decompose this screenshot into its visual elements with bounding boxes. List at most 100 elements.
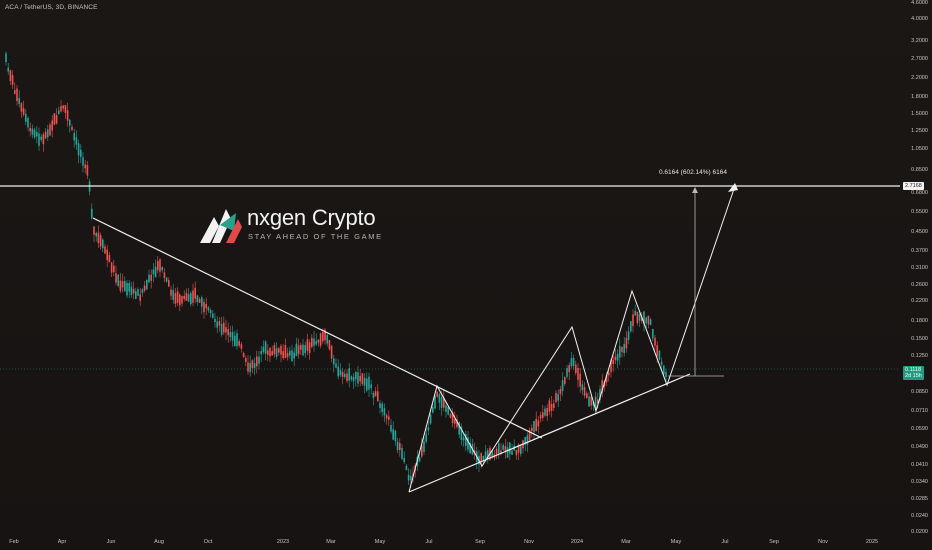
price-tick: 0.3100: [911, 265, 928, 271]
candle-body: [183, 295, 185, 299]
candle-body: [14, 90, 16, 94]
candle-body: [583, 387, 586, 396]
candle-body: [418, 457, 421, 462]
candle-body: [302, 344, 304, 356]
candle-body: [495, 448, 498, 455]
price-tick: 0.0490: [911, 444, 928, 450]
current-price-value: 0.1118: [905, 367, 922, 373]
candle-body: [317, 339, 320, 343]
price-tick: 0.2600: [911, 282, 928, 288]
target-price-tag[interactable]: 2.7168: [903, 182, 924, 190]
time-tick: 2023: [276, 539, 290, 545]
candle-body: [154, 266, 157, 278]
candle-body: [49, 124, 51, 136]
candle-body: [517, 444, 520, 453]
time-axis[interactable]: Feb Apr Jun Aug Oct 2023 Mar May Jul Sep…: [0, 538, 900, 550]
price-tick: 0.0340: [911, 479, 928, 485]
candle-body: [605, 374, 608, 383]
candle-body: [62, 105, 64, 109]
candle-body: [119, 280, 122, 291]
candle-body: [179, 294, 181, 306]
candle-body: [348, 368, 350, 381]
candle-body: [381, 403, 383, 413]
candle-body: [610, 359, 612, 372]
candle-body: [434, 395, 436, 409]
price-axis[interactable]: 4.6000 4.0000 3.2000 2.7000 2.2000 1.800…: [900, 0, 932, 538]
candle-body: [218, 321, 221, 326]
candle-body: [460, 427, 463, 440]
candle-body: [394, 430, 397, 442]
measure-arrowhead: [692, 187, 698, 193]
candle-body: [163, 272, 166, 279]
candle-body: [273, 344, 276, 355]
time-tick: 2025: [865, 539, 879, 545]
candle-body: [258, 356, 260, 364]
candle-body: [579, 373, 581, 387]
candle-body: [29, 127, 31, 132]
candle-body: [58, 110, 60, 115]
candle-body: [592, 402, 595, 406]
candle-body: [568, 365, 570, 373]
candle-body: [91, 208, 93, 219]
candle-body: [77, 143, 80, 156]
candle-body: [564, 377, 566, 384]
candle-body: [619, 346, 621, 358]
candle-body: [73, 133, 75, 141]
candle-body: [9, 70, 12, 82]
current-price-tag[interactable]: 0.1118 2d 15h: [903, 366, 924, 380]
candle-body: [487, 450, 489, 460]
candle-body: [361, 373, 364, 384]
candle-body: [47, 129, 49, 138]
candle-body: [440, 397, 443, 408]
candle-body: [289, 350, 291, 356]
candle-body: [161, 267, 163, 271]
candle-body: [247, 362, 249, 372]
candle-body: [216, 321, 218, 328]
price-tick: 0.0850: [911, 389, 928, 395]
candle-body: [542, 412, 544, 418]
projection-arrowhead: [728, 183, 738, 192]
candle-body: [350, 376, 353, 380]
candle-body: [33, 129, 36, 138]
candle-body: [132, 288, 135, 294]
candle-body: [405, 465, 408, 471]
ascending-trendline[interactable]: [408, 373, 691, 493]
candle-body: [533, 421, 535, 433]
price-tick: 0.4500: [911, 229, 928, 235]
candle-body: [346, 373, 348, 382]
nxgen-logo-mark: [200, 209, 242, 243]
candle-body: [423, 441, 425, 453]
candle-body: [590, 396, 592, 406]
candle-body: [546, 408, 548, 416]
candle-body: [165, 277, 168, 282]
symbol-title[interactable]: ACA / TetherUS, 3D, BINANCE: [5, 4, 98, 11]
candle-body: [632, 314, 634, 327]
candle-body: [337, 366, 339, 377]
logo-tagline: STAY AHEAD OF THE GAME: [248, 232, 383, 241]
candle-body: [20, 103, 23, 112]
candle-body: [557, 394, 559, 401]
candle-body: [150, 274, 152, 281]
candle-body: [36, 132, 38, 137]
candle-body: [137, 289, 139, 296]
candle-body: [467, 437, 469, 450]
candle-body: [148, 274, 150, 283]
candle-body: [535, 418, 537, 432]
price-tick: 0.0410: [911, 462, 928, 468]
candle-body: [25, 114, 27, 122]
candle-body: [185, 292, 188, 301]
candle-body: [465, 434, 467, 447]
candle-body: [447, 406, 449, 415]
candle-body: [652, 329, 654, 339]
candle-body: [64, 105, 67, 113]
candle-body: [357, 372, 359, 384]
candle-body: [192, 290, 194, 303]
candle-body: [484, 451, 487, 459]
time-tick: Feb: [9, 539, 19, 545]
zigzag-pattern[interactable]: [408, 185, 736, 493]
candle-body: [454, 419, 456, 424]
descending-trendline[interactable]: [92, 217, 543, 439]
candle-body: [51, 120, 53, 131]
